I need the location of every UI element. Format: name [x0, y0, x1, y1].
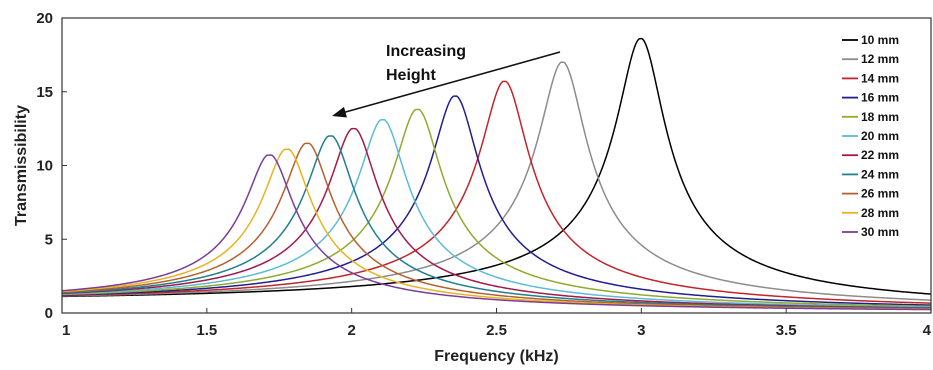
series-line-18-mm [61, 108, 932, 308]
x-axis-label: Frequency (kHz) [434, 348, 558, 365]
x-axis: 1 1.5 2 2.5 3 3.5 4 [61, 308, 932, 339]
arrowhead-icon [332, 106, 347, 118]
annotation-line-1: Increasing [386, 43, 466, 60]
legend-label: 30 mm [861, 225, 899, 239]
legend-label: 12 mm [861, 52, 899, 66]
series-line-20-mm [61, 119, 932, 309]
increasing-height-arrow [341, 51, 561, 114]
y-tick-label: 0 [45, 305, 53, 322]
series-line-16-mm [61, 95, 932, 306]
plot-frame [61, 17, 932, 314]
y-tick-label: 5 [45, 231, 53, 248]
series-line-14-mm [61, 80, 932, 304]
x-tick-label: 3 [637, 322, 645, 339]
y-tick-label: 10 [36, 158, 53, 175]
legend-label: 20 mm [861, 129, 899, 143]
legend: 10 mm 12 mm 14 mm 16 mm 18 mm 20 mm 22 mm 24 mm… [842, 33, 899, 239]
series-line-12-mm [61, 61, 932, 301]
x-tick-label: 1 [62, 322, 70, 339]
y-axis-label: Transmissibility [13, 105, 30, 226]
x-tick-label: 1.5 [196, 322, 217, 339]
legend-label: 28 mm [861, 206, 899, 220]
y-tick-label: 15 [36, 84, 53, 101]
series-line-22-mm [61, 127, 932, 309]
series-line-10-mm [61, 37, 932, 298]
legend-label: 16 mm [861, 91, 899, 105]
legend-label: 24 mm [861, 167, 899, 181]
legend-label: 10 mm [861, 33, 899, 47]
y-tick-label: 20 [36, 10, 53, 27]
annotation: Increasing Height [332, 43, 561, 118]
plot-curves [61, 37, 932, 311]
legend-label: 26 mm [861, 187, 899, 201]
y-axis: 0 5 10 15 20 [36, 10, 67, 322]
legend-label: 14 mm [861, 71, 899, 85]
x-tick-label: 2.5 [486, 322, 507, 339]
x-tick-label: 4 [923, 322, 932, 339]
x-tick-label: 3.5 [776, 322, 797, 339]
legend-label: 22 mm [861, 148, 899, 162]
legend-label: 18 mm [861, 110, 899, 124]
x-tick-label: 2 [347, 322, 355, 339]
annotation-line-2: Height [386, 67, 436, 84]
